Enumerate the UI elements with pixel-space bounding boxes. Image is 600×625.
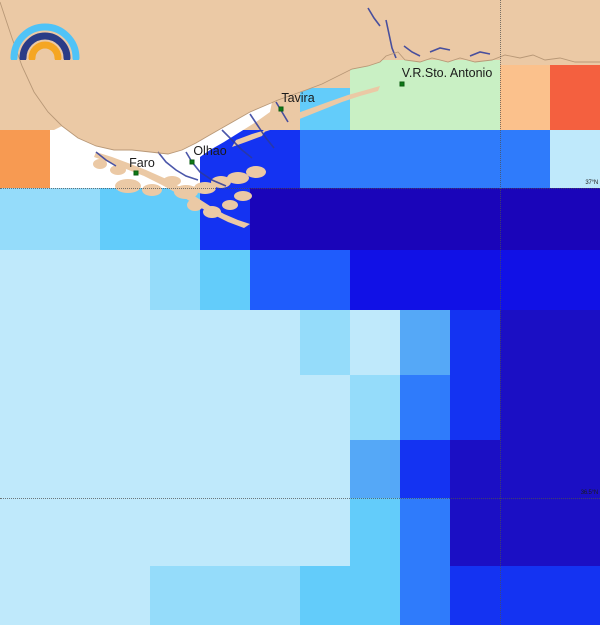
- data-cell: [300, 310, 350, 375]
- data-cell: [0, 440, 350, 498]
- data-cell: [500, 440, 600, 498]
- city-label: Olhao: [193, 144, 227, 158]
- data-cell: [500, 498, 600, 566]
- data-cell: [250, 250, 350, 310]
- data-cell: [300, 566, 400, 625]
- data-cell: [150, 250, 200, 310]
- data-cell: [350, 375, 400, 440]
- data-cell: [250, 188, 600, 250]
- data-cell: [350, 498, 400, 566]
- data-cell: [0, 566, 150, 625]
- data-cell: [350, 440, 400, 498]
- data-cell: [500, 375, 600, 440]
- data-cell: [500, 566, 600, 625]
- data-cell: [200, 250, 250, 310]
- data-cell: [400, 375, 450, 440]
- data-cell: [350, 310, 400, 375]
- data-cell: [350, 250, 600, 310]
- data-cell: [0, 498, 350, 566]
- rainbow-arc-logo-icon: [10, 23, 80, 60]
- data-cell: [400, 440, 450, 498]
- city-label: Tavira: [281, 91, 315, 105]
- data-cell: [450, 375, 500, 440]
- data-cell: [450, 440, 500, 498]
- data-cell: [400, 566, 450, 625]
- data-cell: [0, 250, 150, 310]
- city-label: Faro: [129, 156, 155, 170]
- data-cell: [0, 188, 100, 250]
- data-cell: [0, 375, 350, 440]
- data-cell: [450, 498, 500, 566]
- city-marker-dot[interactable]: [189, 159, 195, 165]
- data-cell: [150, 566, 300, 625]
- city-marker-dot[interactable]: [399, 81, 405, 87]
- data-cell: [400, 498, 450, 566]
- city-marker-dot[interactable]: [278, 106, 284, 112]
- city-marker-dot[interactable]: [133, 170, 139, 176]
- data-cell: [500, 310, 600, 375]
- data-cell: [450, 310, 500, 375]
- data-cell: [0, 310, 300, 375]
- city-label: V.R.Sto. Antonio: [401, 66, 493, 80]
- data-cell: [450, 566, 500, 625]
- data-cell: [400, 310, 450, 375]
